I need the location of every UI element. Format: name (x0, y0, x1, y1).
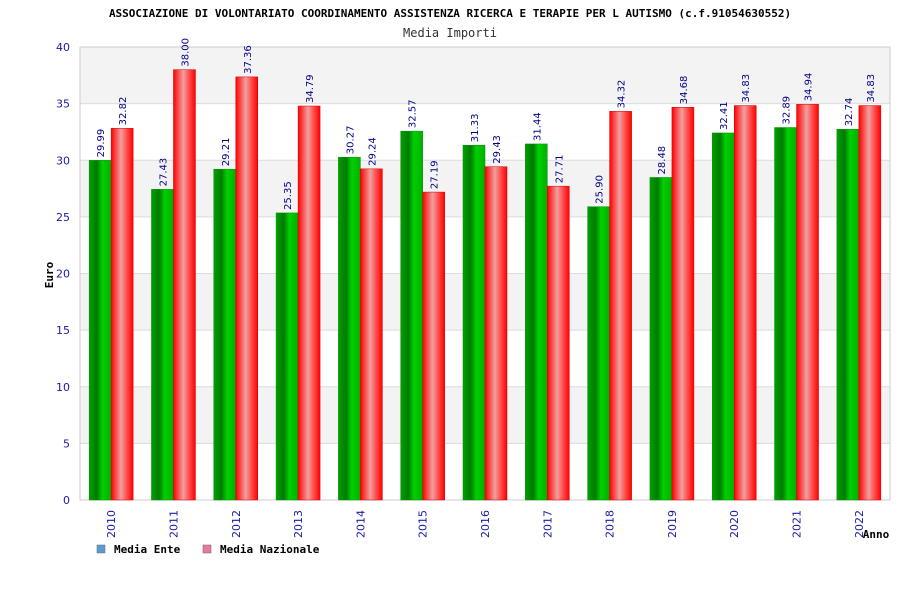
bar-media-ente (774, 127, 797, 501)
data-label: 34.79 (305, 74, 316, 103)
data-label: 32.82 (118, 97, 129, 126)
legend-swatch-media-nazionale (202, 544, 212, 554)
data-label: 29.43 (492, 135, 503, 164)
data-label: 29.99 (96, 129, 107, 158)
x-tick-label: 2016 (479, 510, 492, 538)
bar-media-nazionale (609, 111, 632, 501)
bar-media-ente (400, 130, 423, 501)
data-label: 32.57 (408, 100, 419, 129)
x-tick-label: 2013 (292, 510, 305, 538)
y-tick-label: 15 (56, 324, 70, 337)
bar-media-nazionale (547, 185, 570, 501)
bar-media-nazionale (858, 105, 882, 501)
data-label: 34.83 (741, 74, 752, 103)
legend-label-media-ente: Media Ente (114, 543, 181, 556)
data-label: 30.27 (345, 126, 356, 155)
bar-media-ente (836, 128, 860, 501)
x-tick-label: 2018 (604, 510, 617, 538)
bar-media-nazionale (484, 166, 508, 501)
data-label: 38.00 (180, 38, 191, 67)
y-tick-label: 35 (56, 98, 70, 111)
data-label: 25.35 (283, 181, 294, 210)
data-label: 34.68 (679, 76, 690, 105)
bar-media-nazionale (110, 128, 134, 501)
bar-media-ente (151, 189, 174, 501)
data-label: 31.33 (470, 114, 481, 143)
grid-band (80, 47, 890, 104)
data-label: 25.90 (595, 175, 606, 204)
y-axis-label: Euro (43, 261, 56, 288)
bar-media-ente (649, 177, 673, 501)
x-tick-label: 2022 (853, 510, 866, 538)
x-axis-label: Anno (863, 528, 890, 541)
data-label: 32.89 (782, 96, 793, 125)
data-label: 34.32 (617, 80, 628, 109)
data-label: 34.83 (866, 74, 877, 103)
legend: Media Ente Media Nazionale (96, 543, 320, 556)
x-tick-label: 2012 (230, 510, 243, 538)
bar-media-ente (587, 206, 610, 501)
bar-media-nazionale (235, 76, 259, 501)
y-tick-label: 30 (56, 154, 70, 167)
bar-media-ente (525, 143, 548, 501)
y-tick-label: 40 (56, 41, 70, 54)
bar-media-ente (338, 156, 361, 501)
data-label: 28.48 (657, 146, 668, 175)
y-tick-label: 0 (63, 494, 70, 507)
data-label: 29.24 (367, 137, 378, 166)
x-tick-label: 2021 (791, 510, 804, 538)
bar-media-ente (213, 168, 237, 501)
x-tick-label: 2011 (167, 510, 180, 538)
bar-media-nazionale (297, 105, 321, 501)
y-tick-label: 10 (56, 381, 70, 394)
bar-media-nazionale (733, 105, 757, 501)
bar-media-nazionale (796, 104, 819, 501)
data-label: 37.36 (243, 45, 254, 74)
bar-media-ente (711, 132, 735, 501)
legend-swatch-media-ente (96, 544, 106, 554)
bar-media-ente (88, 160, 112, 501)
y-tick-label: 25 (56, 211, 70, 224)
bar-media-ente (462, 144, 486, 501)
legend-label-media-nazionale: Media Nazionale (220, 543, 320, 556)
data-label: 29.21 (221, 138, 232, 167)
bar-media-nazionale (360, 168, 383, 501)
data-label: 31.44 (532, 112, 543, 141)
data-label: 32.74 (844, 98, 855, 127)
x-tick-label: 2020 (728, 510, 741, 538)
x-tick-label: 2014 (354, 510, 367, 538)
x-tick-label: 2017 (541, 510, 554, 538)
bar-media-nazionale (422, 191, 445, 501)
y-tick-label: 20 (56, 268, 70, 281)
data-label: 27.19 (430, 160, 441, 189)
data-label: 27.43 (158, 158, 169, 187)
data-label: 34.94 (804, 73, 815, 102)
chart-subtitle: Media Importi (403, 26, 497, 40)
bar-media-nazionale (173, 69, 196, 501)
data-label: 32.41 (719, 101, 730, 130)
plot-area: 0 5 10 15 20 25 30 35 40 29.99 32.82 2010 27.43 38.00… (56, 38, 891, 538)
x-tick-label: 2015 (417, 510, 430, 538)
bar-media-ente (275, 212, 299, 501)
x-tick-label: 2019 (666, 510, 679, 538)
chart-title: ASSOCIAZIONE DI VOLONTARIATO COORDINAMEN… (109, 7, 791, 20)
data-label: 27.71 (554, 155, 565, 184)
bar-media-nazionale (671, 106, 695, 501)
x-tick-label: 2010 (105, 510, 118, 538)
y-tick-label: 5 (63, 437, 70, 450)
